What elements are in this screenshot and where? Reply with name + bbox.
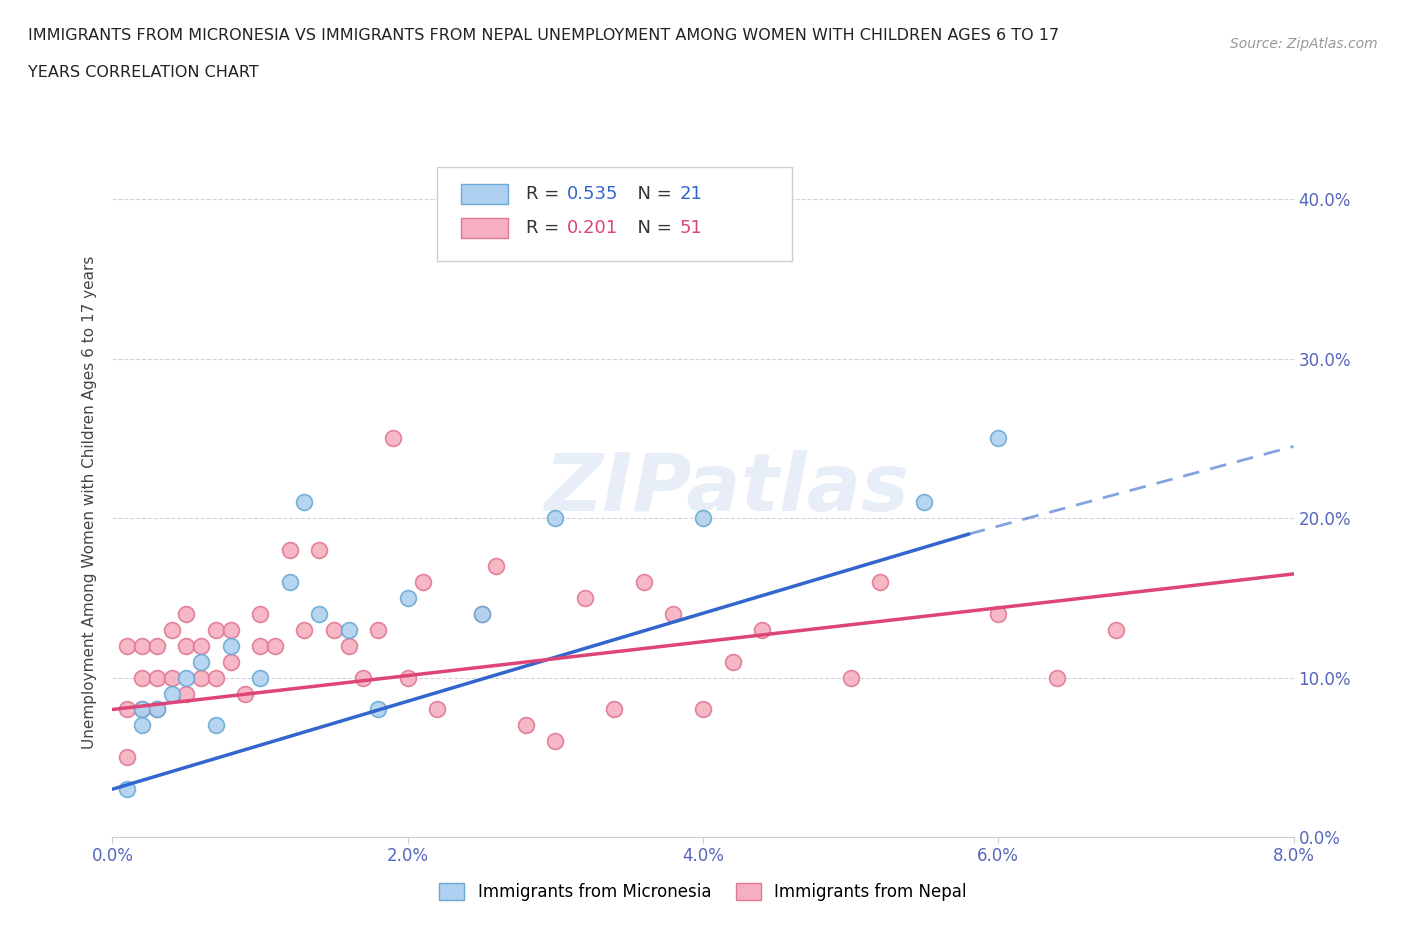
Point (396, 671, 419, 685)
Text: IMMIGRANTS FROM MICRONESIA VS IMMIGRANTS FROM NEPAL UNEMPLOYMENT AMONG WOMEN WIT: IMMIGRANTS FROM MICRONESIA VS IMMIGRANTS… (28, 28, 1059, 43)
Text: N =: N = (626, 185, 678, 203)
Point (117, 750, 138, 764)
Point (264, 638, 287, 653)
Point (544, 734, 567, 749)
Text: 0.201: 0.201 (567, 219, 619, 236)
Point (131, 718, 153, 733)
Legend: Immigrants from Micronesia, Immigrants from Nepal: Immigrants from Micronesia, Immigrants f… (433, 876, 973, 908)
Point (426, 702, 449, 717)
Point (987, 606, 1010, 621)
Point (117, 782, 138, 797)
Point (471, 606, 494, 621)
Point (721, 654, 744, 669)
Point (485, 559, 508, 574)
Y-axis label: Unemployment Among Women with Children Ages 6 to 17 years: Unemployment Among Women with Children A… (82, 256, 97, 749)
Point (1105, 622, 1128, 637)
Point (308, 606, 330, 621)
Point (544, 511, 567, 525)
Text: 51: 51 (679, 219, 702, 236)
Text: R =: R = (526, 219, 565, 236)
Point (117, 702, 138, 717)
Point (131, 671, 153, 685)
Point (412, 575, 434, 590)
Point (337, 622, 360, 637)
Point (633, 575, 655, 590)
Point (367, 622, 389, 637)
Point (574, 591, 596, 605)
Point (692, 702, 714, 717)
Point (160, 686, 183, 701)
Point (174, 671, 197, 685)
Point (914, 495, 936, 510)
Point (292, 495, 315, 510)
Point (662, 606, 685, 621)
Point (292, 622, 315, 637)
Point (146, 638, 169, 653)
Point (174, 638, 197, 653)
Point (249, 638, 271, 653)
Point (249, 671, 271, 685)
Point (987, 431, 1010, 445)
Point (278, 542, 301, 557)
Point (249, 606, 271, 621)
Point (160, 622, 183, 637)
Point (382, 431, 405, 445)
Point (131, 638, 153, 653)
Point (751, 622, 773, 637)
Text: Source: ZipAtlas.com: Source: ZipAtlas.com (1230, 37, 1378, 51)
Point (190, 671, 212, 685)
Point (869, 575, 891, 590)
Point (146, 702, 169, 717)
Point (692, 511, 714, 525)
Point (205, 718, 228, 733)
Point (337, 638, 360, 653)
Point (219, 654, 242, 669)
FancyBboxPatch shape (437, 167, 792, 261)
Point (396, 591, 419, 605)
Text: R =: R = (526, 185, 565, 203)
Point (323, 622, 346, 637)
Point (471, 606, 494, 621)
Point (205, 671, 228, 685)
Point (515, 718, 537, 733)
Point (352, 671, 374, 685)
Point (233, 686, 256, 701)
Point (308, 542, 330, 557)
Point (117, 638, 138, 653)
Point (146, 671, 169, 685)
Point (190, 638, 212, 653)
Point (174, 686, 197, 701)
Point (131, 702, 153, 717)
Point (603, 702, 626, 717)
Point (367, 702, 389, 717)
FancyBboxPatch shape (461, 218, 508, 238)
Point (278, 575, 301, 590)
Text: N =: N = (626, 219, 678, 236)
Point (219, 622, 242, 637)
Point (205, 622, 228, 637)
FancyBboxPatch shape (461, 184, 508, 205)
Point (190, 654, 212, 669)
Text: ZIPatlas: ZIPatlas (544, 450, 910, 528)
Text: YEARS CORRELATION CHART: YEARS CORRELATION CHART (28, 65, 259, 80)
Text: 21: 21 (679, 185, 702, 203)
Point (1046, 671, 1069, 685)
Point (160, 671, 183, 685)
Point (219, 638, 242, 653)
Point (839, 671, 862, 685)
Point (131, 702, 153, 717)
Text: 0.535: 0.535 (567, 185, 619, 203)
Point (146, 702, 169, 717)
Point (174, 606, 197, 621)
